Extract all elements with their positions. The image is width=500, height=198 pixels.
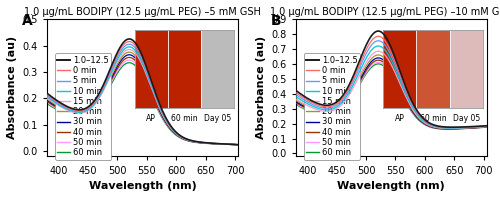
Text: 60 min: 60 min bbox=[420, 114, 446, 123]
Text: AP: AP bbox=[395, 114, 405, 123]
Text: A: A bbox=[22, 14, 33, 28]
Legend: 1.0–12.5, 0 min, 5 min, 10 min, 15 min, 20 min, 30 min, 40 min, 50 min, 60 min: 1.0–12.5, 0 min, 5 min, 10 min, 15 min, … bbox=[304, 53, 360, 160]
Legend: 1.0–12.5, 0 min, 5 min, 10 min, 15 min, 20 min, 30 min, 40 min, 50 min, 60 min: 1.0–12.5, 0 min, 5 min, 10 min, 15 min, … bbox=[55, 53, 112, 160]
Text: 60 min: 60 min bbox=[171, 114, 198, 123]
X-axis label: Wavelength (nm): Wavelength (nm) bbox=[337, 181, 445, 191]
Title: 1.0 μg/mL BODIPY (12.5 μg/mL PEG) –10 mM GSH: 1.0 μg/mL BODIPY (12.5 μg/mL PEG) –10 mM… bbox=[270, 7, 500, 17]
Text: Day 05: Day 05 bbox=[204, 114, 231, 123]
X-axis label: Wavelength (nm): Wavelength (nm) bbox=[88, 181, 196, 191]
Text: B: B bbox=[270, 14, 281, 28]
Text: AP: AP bbox=[146, 114, 156, 123]
Text: Day 05: Day 05 bbox=[452, 114, 480, 123]
Title: 1.0 μg/mL BODIPY (12.5 μg/mL PEG) –5 mM GSH: 1.0 μg/mL BODIPY (12.5 μg/mL PEG) –5 mM … bbox=[24, 7, 261, 17]
Y-axis label: Absorbance (au): Absorbance (au) bbox=[256, 36, 266, 139]
Y-axis label: Absorbance (au): Absorbance (au) bbox=[7, 36, 17, 139]
